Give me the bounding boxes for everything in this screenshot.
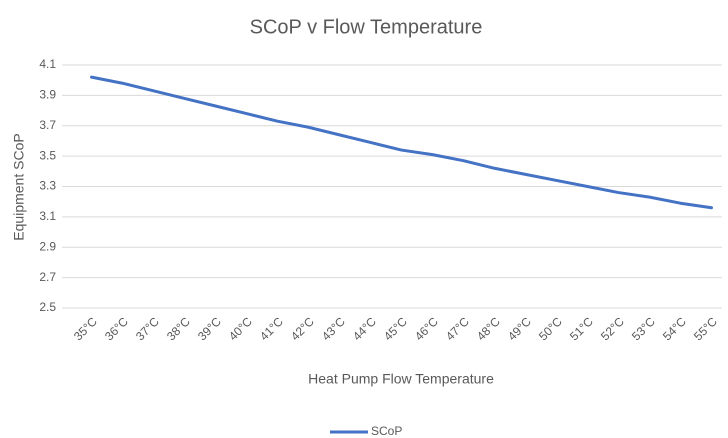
chart-title: SCoP v Flow Temperature	[250, 16, 483, 38]
x-tick-label: 48°C	[474, 314, 503, 343]
y-tick-label: 3.9	[39, 88, 56, 102]
x-tick-label: 51°C	[567, 314, 596, 343]
x-tick-label: 45°C	[381, 314, 410, 343]
x-tick-label: 40°C	[226, 314, 255, 343]
x-tick-label: 42°C	[288, 314, 317, 343]
x-tick-label: 47°C	[443, 314, 472, 343]
line	[90, 75, 713, 210]
x-tick-label: 50°C	[536, 314, 565, 343]
y-tick-label: 3.5	[39, 148, 56, 162]
x-tick-label: 44°C	[350, 314, 379, 343]
x-tick-label: 41°C	[257, 314, 286, 343]
legend-label: SCoP	[371, 424, 402, 438]
y-tick-label: 3.3	[39, 179, 56, 193]
y-tick-label: 2.9	[39, 239, 56, 253]
x-tick-label: 38°C	[164, 314, 193, 343]
y-tick-label: 4.1	[39, 57, 56, 71]
x-tick-label: 54°C	[660, 314, 689, 343]
x-tick-label: 35°C	[71, 314, 100, 343]
x-axis-title: Heat Pump Flow Temperature	[308, 371, 494, 387]
x-tick-label: 53°C	[629, 314, 658, 343]
y-tick-label: 2.5	[39, 300, 56, 314]
x-tick-label: 55°C	[691, 314, 720, 343]
x-tick-label: 37°C	[133, 314, 162, 343]
y-tick-label: 3.1	[39, 209, 56, 223]
x-tick-label: 39°C	[195, 314, 224, 343]
x-tick-label: 52°C	[598, 314, 627, 343]
y-tick-label: 3.7	[39, 118, 56, 132]
x-tick-label: 36°C	[102, 314, 131, 343]
x-tick-label: 43°C	[319, 314, 348, 343]
x-tick-label: 49°C	[505, 314, 534, 343]
x-tick-label: 46°C	[412, 314, 441, 343]
y-tick-label: 2.7	[39, 270, 56, 284]
y-axis-title: Equipment SCoP	[11, 133, 27, 240]
